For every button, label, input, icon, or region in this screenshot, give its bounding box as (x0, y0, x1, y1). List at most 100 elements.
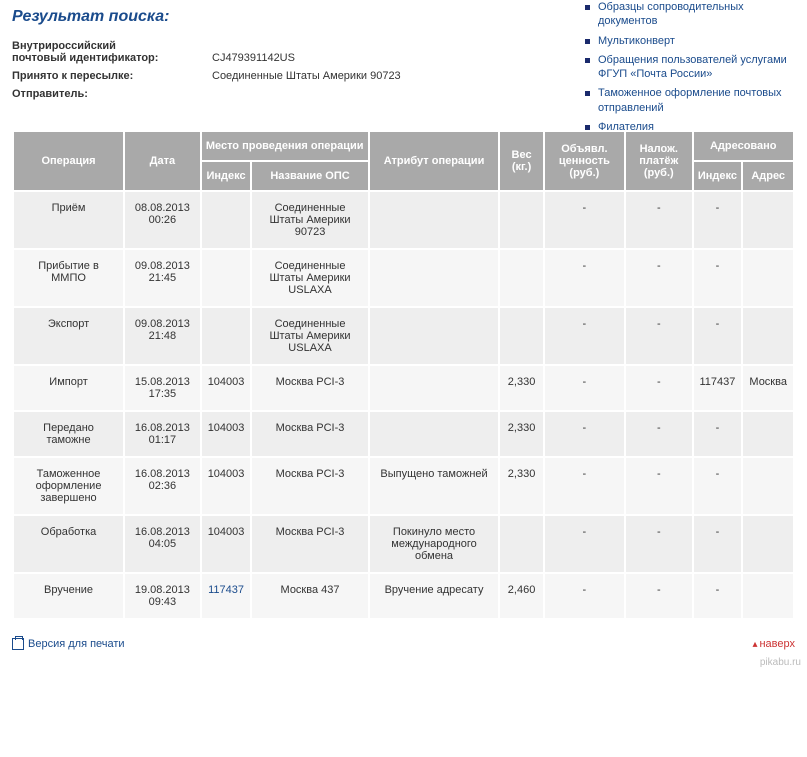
sidebar-nav: Образцы сопроводительных документов Мульт… (585, 0, 795, 139)
cell-decl: - (545, 412, 624, 456)
cell-aa (743, 412, 793, 456)
cell-aa: Москва (743, 366, 793, 410)
table-row: Приём08.08.2013 00:26Соединенные Штаты А… (14, 192, 793, 248)
th-attribute: Атрибут операции (370, 132, 499, 190)
watermark: pikabu.ru (760, 657, 801, 668)
cell-ops: Москва 437 (252, 574, 367, 618)
sender-label: Отправитель: (12, 88, 212, 100)
sidebar-item: Мультиконверт (585, 34, 795, 48)
top-label: наверх (759, 638, 795, 650)
cell-weight: 2,330 (500, 458, 542, 514)
cell-attr: Покинуло место международного обмена (370, 516, 499, 572)
sidebar-item: Обращения пользователей услугами ФГУП «П… (585, 53, 795, 82)
cell-attr (370, 412, 499, 456)
th-place-group: Место проведения операции (202, 132, 368, 160)
table-row: Вручение19.08.2013 09:43117437Москва 437… (14, 574, 793, 618)
cell-ai: - (694, 412, 742, 456)
cell-attr (370, 192, 499, 248)
cell-date: 15.08.2013 17:35 (125, 366, 200, 410)
table-row: Передано таможне16.08.2013 01:17104003Мо… (14, 412, 793, 456)
tracking-table: Операция Дата Место проведения операции … (12, 130, 795, 620)
id-label-2: почтовый идентификатор: (12, 52, 158, 64)
up-arrow-icon: ▴ (752, 639, 757, 650)
cell-weight (500, 308, 542, 364)
cell-idx (202, 250, 251, 306)
cell-op: Таможенное оформление завершено (14, 458, 123, 514)
print-link[interactable]: Версия для печати (12, 638, 125, 650)
cell-idx[interactable]: 117437 (202, 574, 251, 618)
cell-op: Обработка (14, 516, 123, 572)
th-date: Дата (125, 132, 200, 190)
cell-aa (743, 458, 793, 514)
cell-cod: - (626, 308, 691, 364)
cell-op: Вручение (14, 574, 123, 618)
cell-ops: Москва PCI-3 (252, 516, 367, 572)
th-declared: Объявл. ценность (руб.) (545, 132, 624, 190)
sidebar-link[interactable]: Филателия (598, 120, 654, 134)
cell-ops: Соединенные Штаты Америки 90723 (252, 192, 367, 248)
cell-attr: Вручение адресату (370, 574, 499, 618)
cell-date: 19.08.2013 09:43 (125, 574, 200, 618)
cell-attr (370, 366, 499, 410)
th-addr-index: Индекс (694, 162, 742, 190)
accepted-label: Принято к пересылке: (12, 70, 212, 82)
cell-ai: - (694, 250, 742, 306)
accepted-value: Соединенные Штаты Америки 90723 (212, 70, 401, 82)
cell-aa (743, 574, 793, 618)
cell-op: Передано таможне (14, 412, 123, 456)
cell-decl: - (545, 366, 624, 410)
cell-weight (500, 192, 542, 248)
cell-date: 16.08.2013 02:36 (125, 458, 200, 514)
cell-decl: - (545, 458, 624, 514)
bullet-icon (585, 91, 590, 96)
cell-cod: - (626, 516, 691, 572)
top-link[interactable]: ▴ наверх (752, 638, 795, 650)
cell-ops: Москва PCI-3 (252, 366, 367, 410)
cell-ai: - (694, 308, 742, 364)
cell-cod: - (626, 250, 691, 306)
cell-weight (500, 516, 542, 572)
cell-attr (370, 250, 499, 306)
cell-attr (370, 308, 499, 364)
cell-ops: Соединенные Штаты Америки USLAXA (252, 308, 367, 364)
sidebar-link[interactable]: Мультиконверт (598, 34, 675, 48)
cell-ops: Москва PCI-3 (252, 458, 367, 514)
th-operation: Операция (14, 132, 123, 190)
cell-date: 09.08.2013 21:45 (125, 250, 200, 306)
bullet-icon (585, 5, 590, 10)
cell-date: 16.08.2013 04:05 (125, 516, 200, 572)
cell-weight (500, 250, 542, 306)
cell-idx (202, 308, 251, 364)
cell-cod: - (626, 366, 691, 410)
cell-decl: - (545, 250, 624, 306)
cell-idx (202, 192, 251, 248)
cell-op: Экспорт (14, 308, 123, 364)
table-row: Прибытие в ММПО09.08.2013 21:45Соединенн… (14, 250, 793, 306)
sidebar-link[interactable]: Образцы сопроводительных документов (598, 0, 795, 29)
cell-cod: - (626, 192, 691, 248)
th-index: Индекс (202, 162, 251, 190)
cell-decl: - (545, 192, 624, 248)
cell-idx: 104003 (202, 458, 251, 514)
table-row: Таможенное оформление завершено16.08.201… (14, 458, 793, 514)
sidebar-item: Филателия (585, 120, 795, 134)
cell-weight: 2,460 (500, 574, 542, 618)
cell-date: 09.08.2013 21:48 (125, 308, 200, 364)
sidebar-link[interactable]: Обращения пользователей услугами ФГУП «П… (598, 53, 795, 82)
bullet-icon (585, 58, 590, 63)
cell-decl: - (545, 574, 624, 618)
table-row: Обработка16.08.2013 04:05104003Москва PC… (14, 516, 793, 572)
cell-op: Приём (14, 192, 123, 248)
th-weight: Вес (кг.) (500, 132, 542, 190)
cell-idx: 104003 (202, 516, 251, 572)
cell-op: Прибытие в ММПО (14, 250, 123, 306)
cell-aa (743, 250, 793, 306)
cell-ai: - (694, 516, 742, 572)
cell-aa (743, 192, 793, 248)
cell-aa (743, 516, 793, 572)
cell-ops: Москва PCI-3 (252, 412, 367, 456)
cell-decl: - (545, 516, 624, 572)
th-addr-addr: Адрес (743, 162, 793, 190)
sidebar-link[interactable]: Таможенное оформление почтовых отправлен… (598, 86, 795, 115)
tracking-id-value: CJ479391142US (212, 40, 295, 64)
